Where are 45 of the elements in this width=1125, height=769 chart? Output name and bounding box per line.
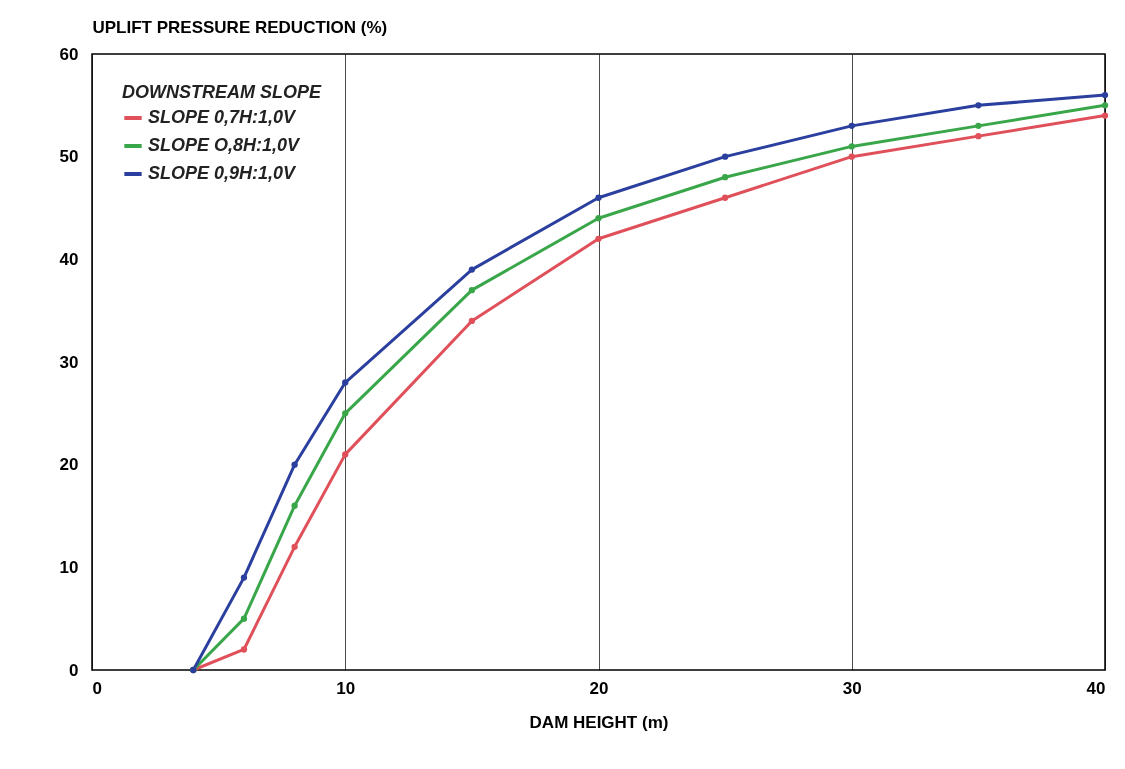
y-tick-label: 20 <box>59 455 79 475</box>
point <box>291 502 298 509</box>
point <box>848 122 855 130</box>
point <box>240 646 248 653</box>
point <box>240 615 248 622</box>
point <box>1101 112 1109 119</box>
x-tick-label: 0 <box>92 678 102 698</box>
point <box>468 286 476 294</box>
x-tick-label: 30 <box>842 678 862 698</box>
x-tick-label: 40 <box>1086 678 1106 698</box>
legend-label: SLOPE O,8H:1,0V <box>148 135 302 155</box>
point <box>342 379 349 386</box>
legend-title: DOWNSTREAM SLOPE <box>122 82 322 102</box>
x-tick-label: 10 <box>336 678 356 698</box>
point <box>468 317 476 325</box>
legend-label: SLOPE 0,7H:1,0V <box>148 107 298 127</box>
point <box>1101 91 1109 99</box>
y-axis-title: UPLIFT PRESSURE REDUCTION (%) <box>92 17 388 37</box>
legend-label: SLOPE 0,9H:1,0V <box>148 163 298 183</box>
point <box>975 132 982 140</box>
point <box>975 122 982 130</box>
y-tick-label: 30 <box>59 352 79 372</box>
y-tick-label: 50 <box>59 147 79 167</box>
y-tick-label: 0 <box>69 660 79 680</box>
point <box>848 153 855 160</box>
point <box>342 451 349 458</box>
point <box>595 215 602 222</box>
point <box>468 266 476 273</box>
point <box>721 174 729 181</box>
y-tick-label: 10 <box>59 557 79 577</box>
point <box>848 143 855 150</box>
x-axis-title: DAM HEIGHT (m) <box>529 712 669 732</box>
y-tick-label: 40 <box>59 249 79 269</box>
point <box>1101 102 1109 109</box>
y-tick-label: 60 <box>59 44 79 64</box>
point <box>721 153 729 160</box>
point <box>291 543 298 550</box>
point <box>342 410 349 417</box>
x-tick-label: 20 <box>589 678 609 698</box>
point <box>595 194 602 201</box>
point <box>721 194 729 201</box>
point <box>240 574 248 581</box>
point <box>975 102 982 109</box>
point <box>595 235 602 242</box>
point <box>291 461 298 468</box>
